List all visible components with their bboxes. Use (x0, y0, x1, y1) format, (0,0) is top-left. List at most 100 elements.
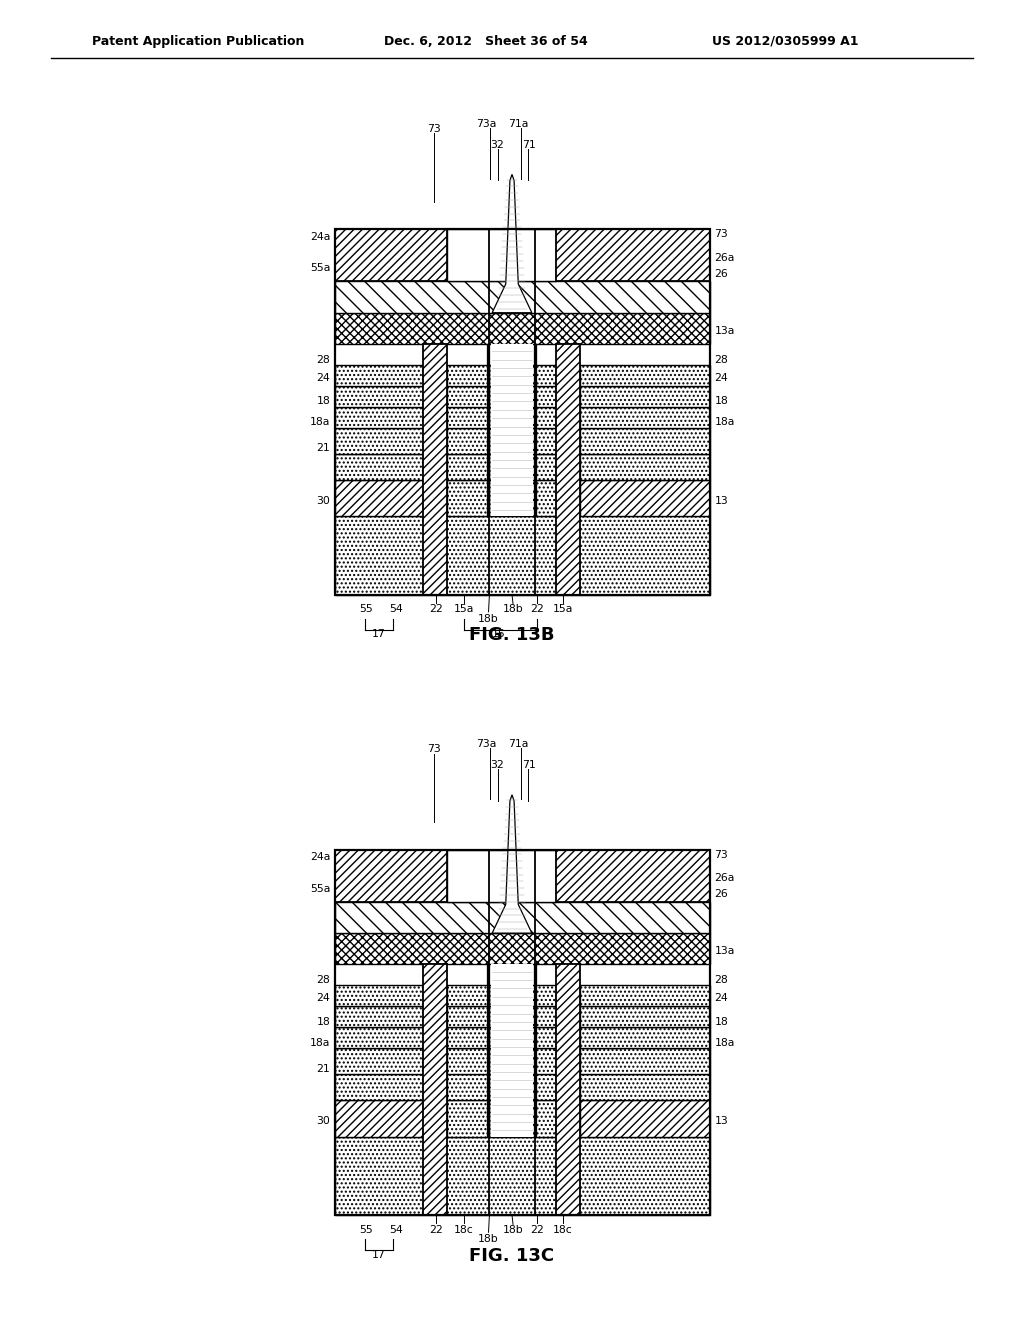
Bar (335, 1137, 711, 1214)
Text: 18: 18 (316, 396, 331, 407)
Text: 28: 28 (715, 355, 728, 364)
Bar (536, 1074, 556, 1100)
Text: 18a: 18a (715, 1038, 735, 1048)
Text: 22: 22 (530, 605, 544, 614)
Bar (446, 364, 488, 385)
Text: 54: 54 (389, 1225, 403, 1234)
Text: 18c: 18c (454, 1225, 474, 1234)
Text: 18a: 18a (310, 417, 331, 428)
Bar (335, 1100, 423, 1137)
Bar (580, 428, 711, 454)
Text: 54: 54 (389, 605, 403, 614)
Bar (446, 985, 488, 1006)
Text: 55a: 55a (310, 264, 331, 273)
Bar (446, 850, 556, 902)
Bar (536, 985, 556, 1006)
Bar (446, 230, 556, 281)
Bar (446, 1006, 488, 1027)
Text: 17: 17 (372, 630, 386, 639)
Bar (556, 965, 580, 1214)
Text: 24: 24 (316, 994, 331, 1003)
Bar (536, 1048, 556, 1074)
Bar (536, 1006, 556, 1027)
Bar (536, 407, 556, 428)
Bar (335, 1027, 423, 1048)
Polygon shape (493, 174, 531, 313)
Bar (335, 313, 711, 345)
Text: 18: 18 (316, 1016, 331, 1027)
Text: 30: 30 (316, 1115, 331, 1126)
Bar (580, 385, 711, 407)
Text: 32: 32 (490, 760, 504, 770)
Text: 26a: 26a (715, 253, 735, 263)
Text: 55a: 55a (310, 884, 331, 894)
Text: 15a: 15a (553, 605, 573, 614)
Bar (335, 454, 423, 479)
Bar (486, 345, 490, 516)
Bar (580, 454, 711, 479)
Bar (536, 454, 556, 479)
Text: 22: 22 (429, 1225, 443, 1234)
Bar (335, 902, 711, 933)
Bar (423, 965, 446, 1214)
Bar (446, 1074, 488, 1100)
Text: 71: 71 (522, 760, 536, 770)
Bar (335, 516, 711, 594)
Text: 18b: 18b (478, 1234, 499, 1243)
Text: FIG. 13C: FIG. 13C (469, 1246, 555, 1265)
Text: 73a: 73a (476, 119, 496, 129)
Bar (446, 407, 488, 428)
Bar (446, 1048, 488, 1074)
Text: 13a: 13a (715, 946, 735, 957)
Text: 21: 21 (316, 444, 331, 454)
Bar (534, 965, 538, 1137)
Bar (488, 985, 536, 1006)
Text: 71a: 71a (508, 119, 528, 129)
Bar (446, 1100, 488, 1137)
Text: 28: 28 (316, 355, 331, 364)
Bar (488, 1074, 536, 1100)
Polygon shape (493, 795, 531, 933)
Text: 18a: 18a (310, 1038, 331, 1048)
Bar (556, 230, 711, 281)
Bar (488, 407, 536, 428)
Text: 24: 24 (715, 994, 728, 1003)
Text: 18c: 18c (553, 1225, 573, 1234)
Bar (536, 385, 556, 407)
Bar (335, 1006, 423, 1027)
Text: 26: 26 (715, 268, 728, 279)
Text: 22: 22 (530, 1225, 544, 1234)
Bar (488, 428, 536, 454)
Bar (335, 850, 711, 1214)
Text: US 2012/0305999 A1: US 2012/0305999 A1 (712, 34, 858, 48)
Text: 73: 73 (427, 744, 440, 754)
Bar (335, 407, 423, 428)
Bar (556, 345, 580, 594)
Bar (580, 1074, 711, 1100)
Bar (335, 1074, 423, 1100)
Bar (335, 479, 423, 516)
Text: 18b: 18b (478, 614, 499, 623)
Text: Dec. 6, 2012   Sheet 36 of 54: Dec. 6, 2012 Sheet 36 of 54 (384, 34, 588, 48)
Bar (423, 345, 446, 594)
Bar (335, 985, 423, 1006)
Text: 73: 73 (427, 124, 440, 133)
Bar (488, 1006, 536, 1027)
Bar (556, 850, 711, 902)
Bar (536, 428, 556, 454)
Bar (580, 407, 711, 428)
Text: 15a: 15a (454, 605, 474, 614)
Text: Patent Application Publication: Patent Application Publication (92, 34, 304, 48)
Bar (446, 454, 488, 479)
Bar (446, 385, 488, 407)
Text: 28: 28 (715, 975, 728, 985)
Text: FIG. 13B: FIG. 13B (469, 626, 555, 644)
Bar (488, 1048, 536, 1074)
Text: 24: 24 (316, 374, 331, 383)
Text: 17: 17 (372, 1250, 386, 1259)
Bar (580, 364, 711, 385)
Bar (492, 965, 532, 1137)
Bar (335, 850, 446, 902)
Text: 13: 13 (715, 495, 728, 506)
Text: 73a: 73a (476, 739, 496, 750)
